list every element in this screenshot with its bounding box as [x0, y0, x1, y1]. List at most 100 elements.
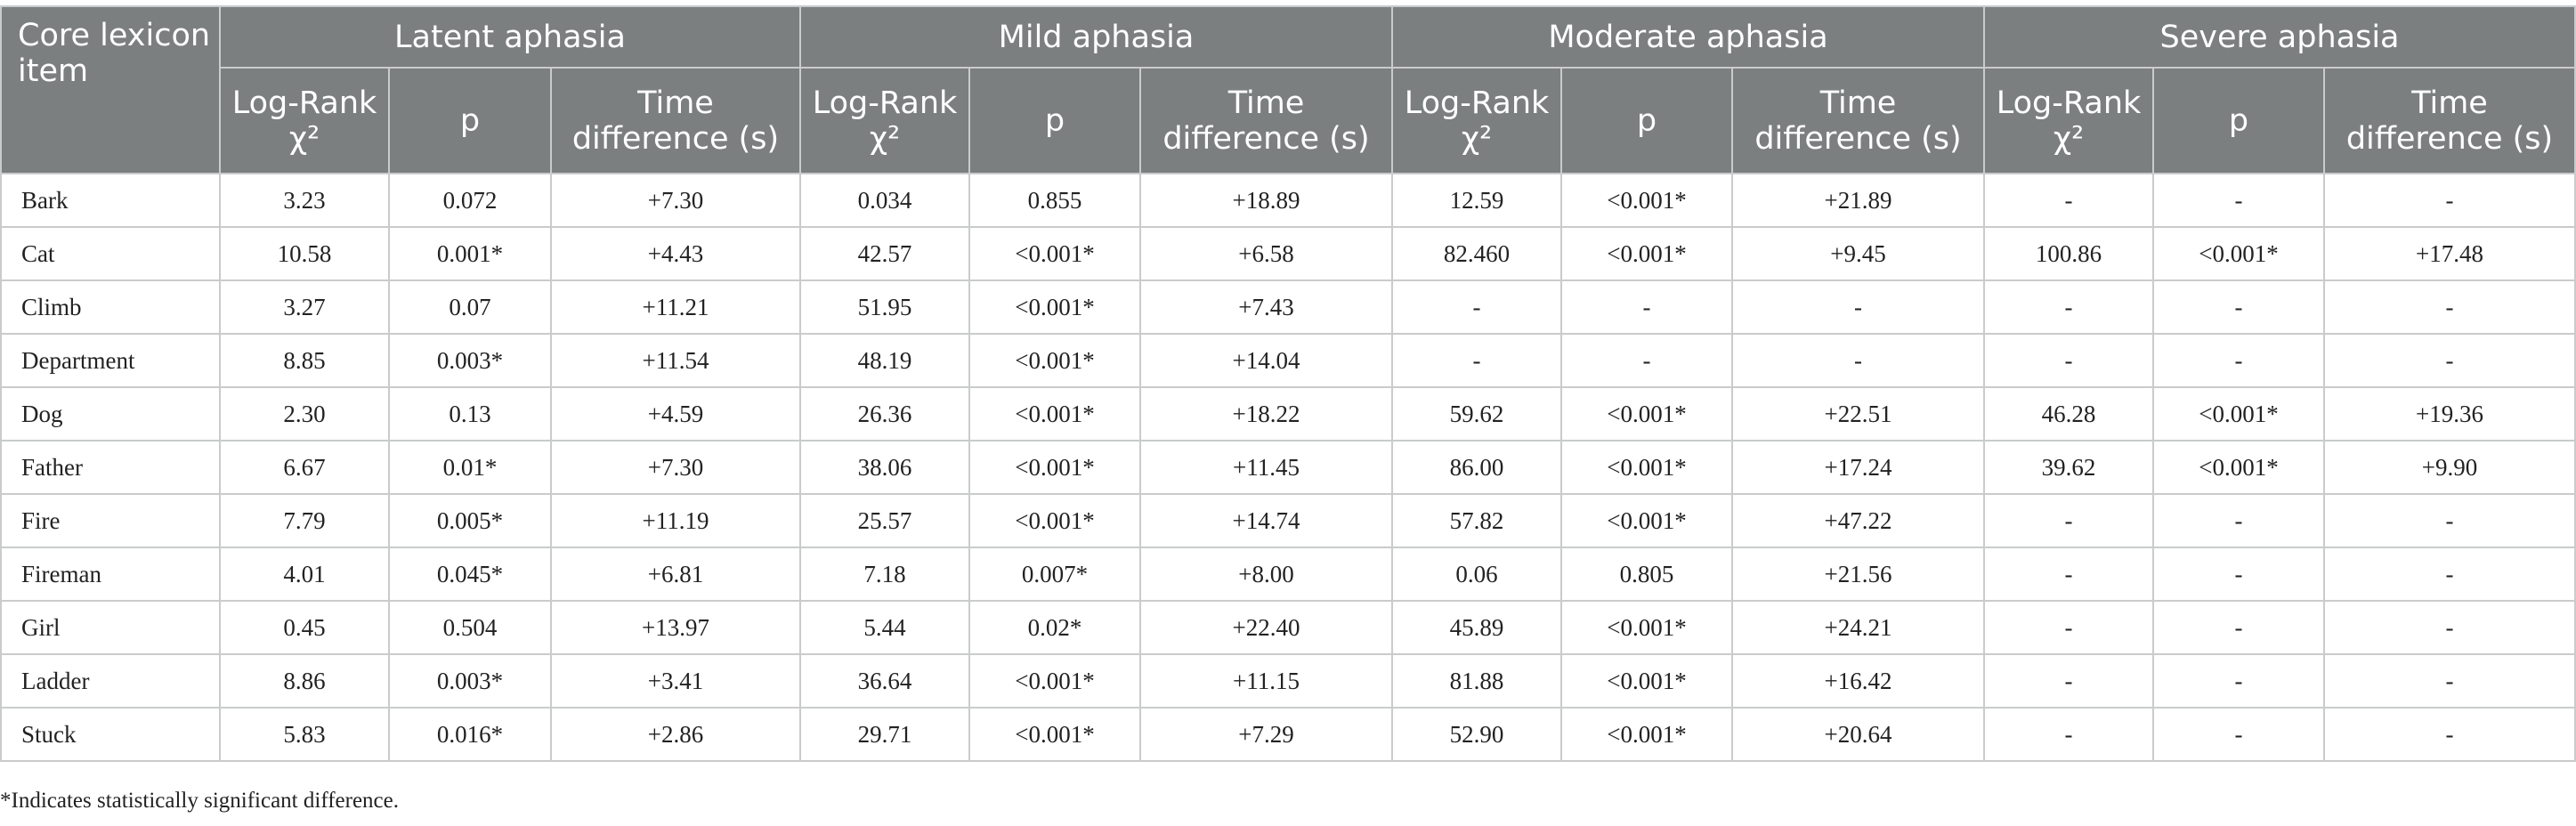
- table-cell: -: [2152, 600, 2326, 655]
- subheader-p: p: [388, 67, 552, 174]
- table-cell: -: [2323, 173, 2576, 228]
- table-cell: 46.28: [1983, 386, 2155, 441]
- table-cell: +21.89: [1731, 173, 1986, 228]
- table-cell: 57.82: [1391, 493, 1563, 548]
- table-row: Cat 10.58 0.001* +4.43 42.57 <0.001* +6.58 82.4…: [0, 226, 2576, 281]
- table-footnote: *Indicates statistically significant dif…: [0, 789, 399, 813]
- table-cell: 42.57: [799, 226, 971, 281]
- table-cell: <0.001*: [2152, 386, 2326, 441]
- table-cell: +11.45: [1139, 440, 1394, 495]
- table-body: Bark 3.23 0.072 +7.30 0.034 0.855 +18.89 12.59 <…: [0, 173, 2576, 762]
- table-cell: <0.001*: [1560, 493, 1734, 548]
- table-cell: 0.003*: [388, 653, 552, 709]
- table-cell: 82.460: [1391, 226, 1563, 281]
- table-cell: +14.74: [1139, 493, 1394, 548]
- table-cell: 0.07: [388, 279, 552, 335]
- row-item-label: Father: [0, 440, 221, 495]
- table-cell: -: [2323, 707, 2576, 762]
- table-header: Core lexicon item Latent aphasia Mild ap…: [0, 5, 2576, 174]
- table-cell: +21.56: [1731, 547, 1986, 602]
- subheader-p: p: [968, 67, 1142, 174]
- table-cell: -: [1983, 600, 2155, 655]
- table-cell: +47.22: [1731, 493, 1986, 548]
- table-cell: -: [2152, 707, 2326, 762]
- table-cell: <0.001*: [2152, 226, 2326, 281]
- table-cell: -: [1983, 173, 2155, 228]
- table-row: Bark 3.23 0.072 +7.30 0.034 0.855 +18.89 12.59 <…: [0, 173, 2576, 228]
- table-cell: -: [2323, 600, 2576, 655]
- subheader-log-rank: Log-Rank χ²: [799, 67, 971, 174]
- table-cell: 0.504: [388, 600, 552, 655]
- table-cell: +8.00: [1139, 547, 1394, 602]
- corner-header: Core lexicon item: [0, 5, 221, 174]
- table-cell: 0.45: [219, 600, 390, 655]
- table-cell: 52.90: [1391, 707, 1563, 762]
- table-cell: 5.83: [219, 707, 390, 762]
- table-cell: 0.016*: [388, 707, 552, 762]
- row-item-label: Climb: [0, 279, 221, 335]
- table-cell: <0.001*: [1560, 173, 1734, 228]
- table-cell: <0.001*: [968, 279, 1142, 335]
- subheader-p: p: [2152, 67, 2326, 174]
- table-cell: <0.001*: [968, 333, 1142, 388]
- table-row: Climb 3.27 0.07 +11.21 51.95 <0.001* +7.43- - - -…: [0, 279, 2576, 335]
- group-header-moderate: Moderate aphasia: [1391, 5, 1986, 69]
- table-cell: +16.42: [1731, 653, 1986, 709]
- table-cell: 0.02*: [968, 600, 1142, 655]
- table-cell: -: [1983, 547, 2155, 602]
- table-cell: -: [1983, 653, 2155, 709]
- table-cell: <0.001*: [968, 386, 1142, 441]
- table-cell: 0.805: [1560, 547, 1734, 602]
- row-item-label: Department: [0, 333, 221, 388]
- table-cell: 5.44: [799, 600, 971, 655]
- subheader-p: p: [1560, 67, 1734, 174]
- subheader-log-rank: Log-Rank χ²: [219, 67, 390, 174]
- table-cell: +20.64: [1731, 707, 1986, 762]
- table-cell: 0.005*: [388, 493, 552, 548]
- table-cell: +11.21: [549, 279, 802, 335]
- row-item-label: Fireman: [0, 547, 221, 602]
- table-cell: 0.855: [968, 173, 1142, 228]
- table-cell: <0.001*: [968, 653, 1142, 709]
- table-row: Dog 2.30 0.13 +4.59 26.36 <0.001* +18.22 59.62 <…: [0, 386, 2576, 441]
- table-cell: -: [2152, 173, 2326, 228]
- row-item-label: Bark: [0, 173, 221, 228]
- table-cell: -: [2152, 493, 2326, 548]
- table-cell: 51.95: [799, 279, 971, 335]
- table-cell: <0.001*: [968, 440, 1142, 495]
- table-cell: <0.001*: [2152, 440, 2326, 495]
- table-cell: +3.41: [549, 653, 802, 709]
- table-cell: +14.04: [1139, 333, 1394, 388]
- group-header-latent: Latent aphasia: [218, 5, 802, 69]
- subheader-time-difference: Time difference (s): [1731, 67, 1986, 174]
- table-cell: -: [2323, 333, 2576, 388]
- table-cell: -: [1983, 707, 2155, 762]
- subheader-time-difference: Time difference (s): [549, 67, 802, 174]
- table-cell: +6.58: [1139, 226, 1394, 281]
- row-item-label: Stuck: [0, 707, 221, 762]
- table-cell: +9.45: [1731, 226, 1986, 281]
- table-cell: +18.89: [1139, 173, 1394, 228]
- table-cell: -: [1731, 279, 1986, 335]
- table-row: Department 8.85 0.003* +11.54 48.19 <0.001* +1…: [0, 333, 2576, 388]
- table-cell: +13.97: [549, 600, 802, 655]
- table-cell: +11.54: [549, 333, 802, 388]
- table-cell: 3.27: [219, 279, 390, 335]
- table-cell: +4.43: [549, 226, 802, 281]
- table-cell: 0.034: [799, 173, 971, 228]
- row-item-label: Girl: [0, 600, 221, 655]
- table-cell: -: [2152, 653, 2326, 709]
- row-item-label: Fire: [0, 493, 221, 548]
- table-cell: 59.62: [1391, 386, 1563, 441]
- table-cell: -: [1560, 279, 1734, 335]
- table-cell: 8.86: [219, 653, 390, 709]
- table-cell: <0.001*: [1560, 707, 1734, 762]
- table-cell: 0.01*: [388, 440, 552, 495]
- table-cell: 0.045*: [388, 547, 552, 602]
- subheader-log-rank: Log-Rank χ²: [1391, 67, 1563, 174]
- table-row: Fireman 4.01 0.045* +6.81 7.18 0.007* +8.00 0.0…: [0, 547, 2576, 602]
- table-cell: +22.51: [1731, 386, 1986, 441]
- table-cell: 0.007*: [968, 547, 1142, 602]
- table-cell: -: [1731, 333, 1986, 388]
- table-cell: +17.24: [1731, 440, 1986, 495]
